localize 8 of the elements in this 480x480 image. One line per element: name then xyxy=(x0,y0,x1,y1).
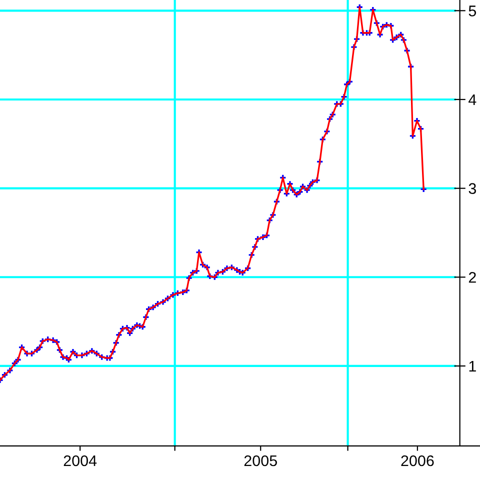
x-tick-label: 2005 xyxy=(244,455,277,466)
x-tick-label: 2006 xyxy=(401,455,434,466)
x-tick-label: 2004 xyxy=(64,455,97,466)
y-tick-label: 5 xyxy=(468,6,476,16)
y-tick-label: 2 xyxy=(468,272,476,283)
y-tick-label: 4 xyxy=(468,94,476,106)
y-tick-label: 1 xyxy=(469,361,476,372)
y-tick-label: 3 xyxy=(468,183,476,194)
